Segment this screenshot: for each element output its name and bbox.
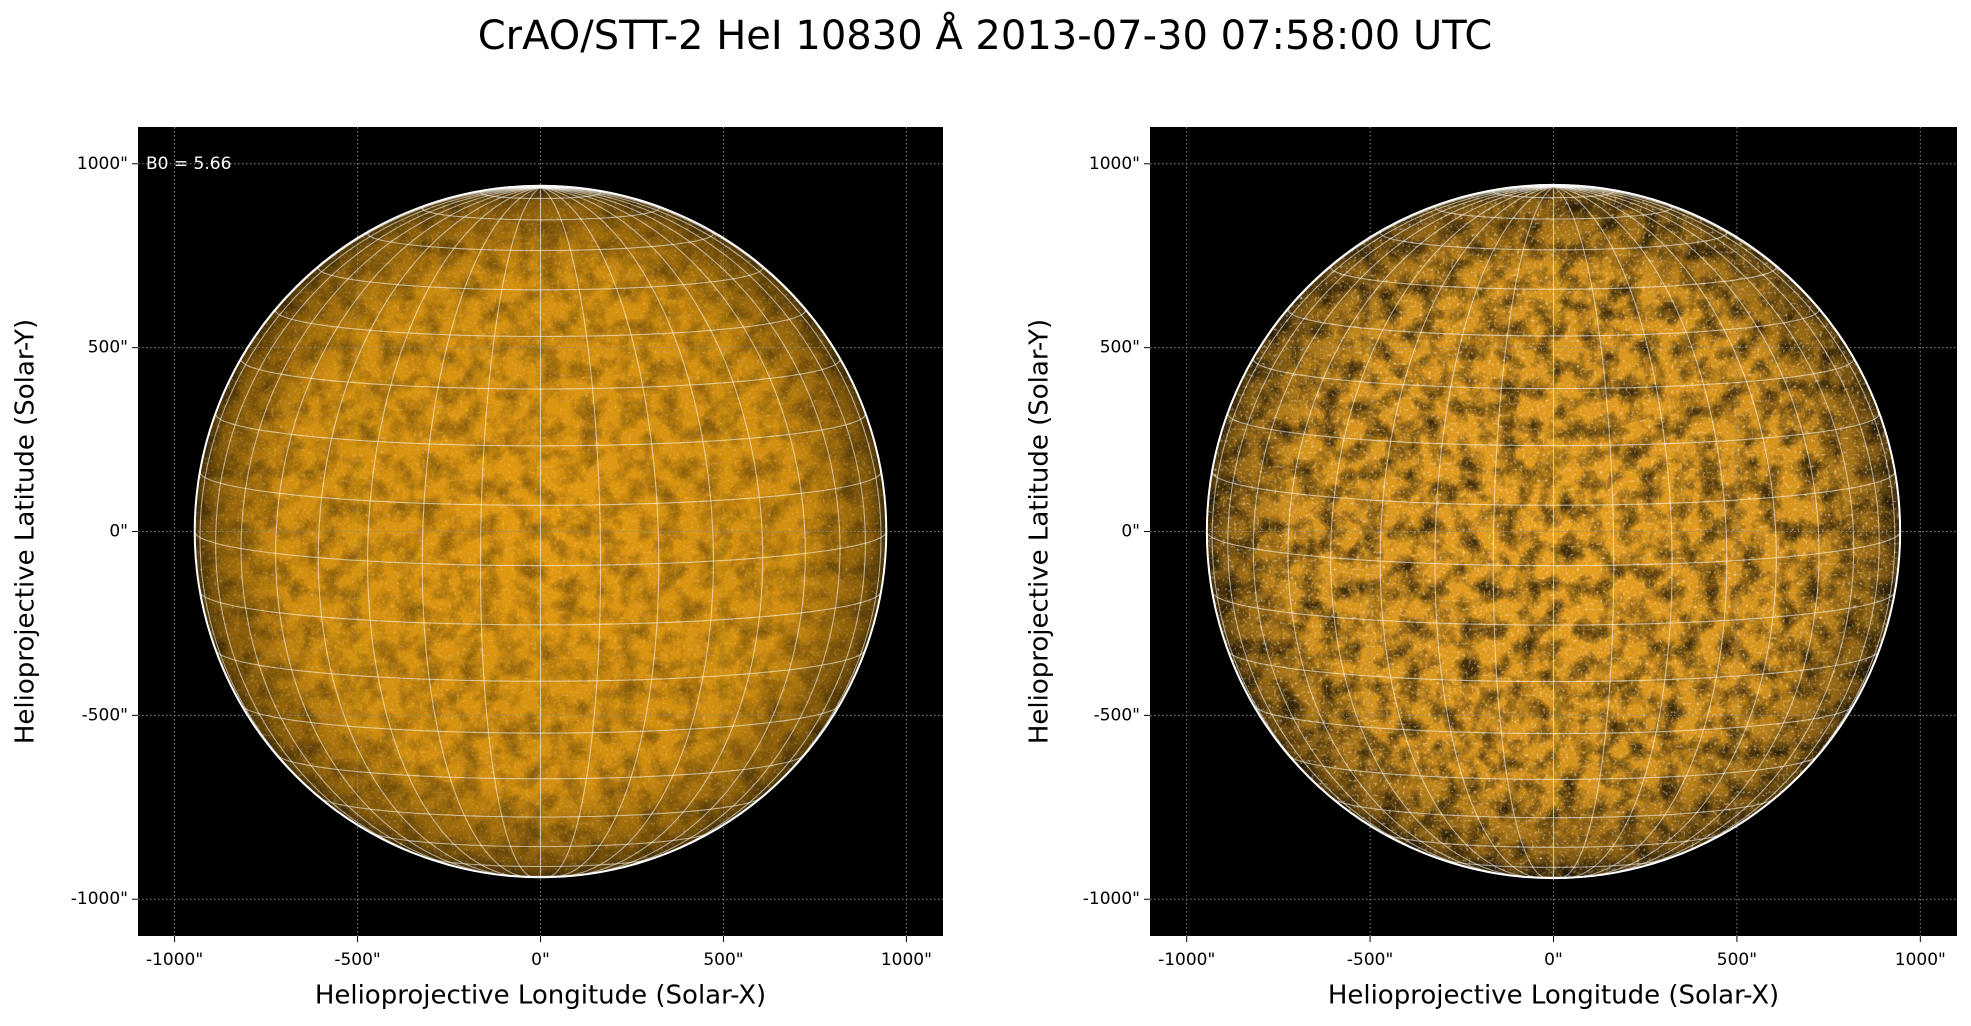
graticule-line [421, 186, 541, 878]
graticule-line [540, 186, 866, 863]
x-axis-label: Helioprojective Longitude (Solar-X) [1328, 981, 1779, 1011]
graticule-line [540, 186, 806, 875]
graticule-line [240, 186, 541, 873]
graticule-line [540, 186, 841, 873]
graticule-line [1553, 186, 1615, 879]
graticule-line [367, 186, 541, 877]
y-tick-label: -500" [82, 705, 128, 725]
graticule-line [1252, 185, 1554, 874]
y-tick-label: 500" [88, 338, 128, 358]
graticule-line [1211, 185, 1554, 834]
x-tick-label: 1000" [881, 950, 932, 970]
graticule-line [1434, 185, 1554, 879]
x-tick-label: -500" [1347, 950, 1393, 970]
graticule-line [1287, 185, 1554, 876]
graticule-line [540, 186, 882, 833]
limb [193, 184, 888, 879]
graticule-line [1553, 185, 1820, 876]
graticule-line [1553, 185, 1728, 878]
y-axis-label: Helioprojective Latitude (Solar-Y) [1025, 319, 1055, 744]
x-axis-label: Helioprojective Longitude (Solar-X) [315, 981, 766, 1011]
y-tick-label: 500" [1100, 338, 1140, 358]
x-tick-label: 1000" [1895, 950, 1946, 970]
y-axis-label: Helioprojective Latitude (Solar-Y) [11, 319, 41, 744]
graticule-line [215, 186, 541, 863]
graticule-line [1553, 185, 1777, 878]
annotation: B0 = 5.66 [146, 154, 231, 174]
graticule-line [479, 186, 541, 878]
x-tick-label: -1000" [1158, 950, 1215, 970]
y-tick-label: -1000" [71, 889, 128, 909]
graticule-line [540, 186, 714, 877]
graticule-line [1492, 186, 1554, 879]
graticule-line [540, 186, 764, 877]
x-tick-label: -1000" [146, 950, 203, 970]
x-tick-label: 500" [703, 950, 743, 970]
graticule-line [1553, 185, 1880, 864]
x-tick-label: 500" [1717, 950, 1757, 970]
y-tick-label: 1000" [1089, 154, 1140, 174]
graticule-line [1330, 185, 1554, 878]
graticule-line [199, 186, 541, 833]
y-tick-label: -1000" [1083, 889, 1140, 909]
y-tick-label: 0" [109, 522, 128, 542]
x-tick-label: 0" [531, 950, 550, 970]
graticule-line [1553, 185, 1855, 874]
graticule-line [317, 186, 541, 877]
graticule-line [275, 186, 541, 875]
graticule-line [1553, 185, 1896, 834]
figure-title: CrAO/STT-2 HeI 10830 Å 2013-07-30 07:58:… [478, 11, 1493, 59]
graticule-line [1379, 185, 1554, 878]
y-tick-label: 1000" [77, 154, 128, 174]
graticule-line [540, 186, 660, 878]
graticule-line [540, 186, 602, 878]
x-tick-label: 0" [1544, 950, 1563, 970]
y-tick-label: -500" [1094, 705, 1140, 725]
y-tick-label: 0" [1121, 522, 1140, 542]
x-tick-label: -500" [334, 950, 380, 970]
limb [1205, 183, 1902, 880]
graticule-line [1227, 185, 1554, 864]
graticule-line [1553, 185, 1673, 879]
